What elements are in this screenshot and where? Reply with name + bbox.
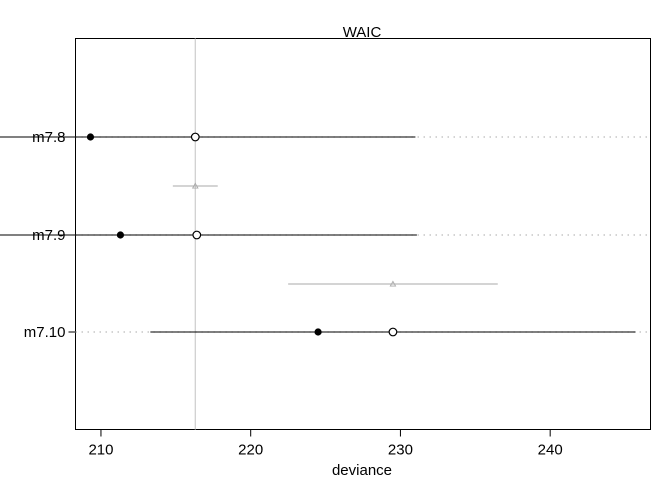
in-sample-point (86, 133, 95, 141)
chart-title: WAIC (343, 24, 382, 41)
model-label: m7.8 (32, 129, 65, 146)
waic-point (192, 230, 202, 240)
difference-point (389, 280, 397, 287)
x-tick-label: 210 (88, 442, 113, 459)
waic-point (190, 132, 200, 142)
model-label: m7.9 (32, 227, 65, 244)
waic-point (388, 327, 398, 337)
plot-frame (75, 38, 651, 430)
x-tick-label: 220 (238, 442, 263, 459)
x-axis-label: deviance (332, 462, 392, 479)
in-sample-point (116, 231, 125, 239)
model-label: m7.10 (24, 324, 66, 341)
x-tick-label: 240 (538, 442, 563, 459)
x-tick-label: 230 (388, 442, 413, 459)
in-sample-point (314, 328, 322, 336)
difference-point (191, 182, 199, 189)
chart-marks: 210 220 230 240 m7.8 m7.9 m7.10 (0, 38, 651, 459)
